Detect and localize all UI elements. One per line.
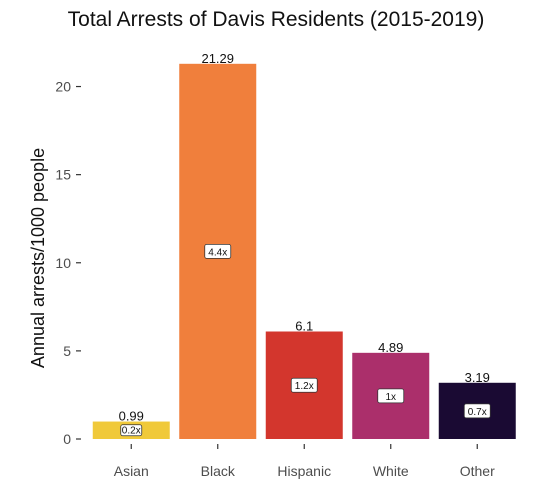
ratio-label-white: 1x	[385, 392, 396, 403]
y-tick-label: 0	[63, 431, 71, 447]
ratio-box-other	[463, 403, 491, 419]
ratio-box-hispanic	[290, 377, 318, 393]
ratio-label-hispanic: 1.2x	[295, 381, 314, 392]
y-tick-label: 20	[55, 79, 71, 95]
y-tick-label: 10	[55, 255, 71, 271]
ratio-label-asian: 0.2x	[122, 425, 141, 436]
value-label-asian: 0.99	[119, 409, 144, 424]
y-axis-label: Annual arrests/1000 people	[28, 148, 48, 368]
x-tick-label-asian: Asian	[114, 463, 149, 479]
y-tick-label: 15	[55, 167, 71, 183]
value-label-hispanic: 6.1	[295, 318, 313, 333]
value-label-black: 21.29	[201, 51, 234, 66]
ratio-box-white	[377, 388, 405, 404]
x-axis: Asian Black Hispanic White Other	[114, 444, 495, 479]
x-tick-label-hispanic: Hispanic	[277, 463, 331, 479]
ratio-box-asian	[120, 424, 143, 437]
ratio-label-black: 4.4x	[208, 247, 227, 258]
x-tick-label-white: White	[373, 463, 409, 479]
y-tick-label: 5	[63, 343, 71, 359]
x-tick-label-black: Black	[201, 463, 236, 479]
chart-title: Total Arrests of Davis Residents (2015-2…	[68, 8, 485, 31]
y-axis: 0 5 10 15 20	[55, 79, 81, 447]
ratio-box-black	[204, 243, 232, 259]
bars: 0.990.2x 21.29 4.4x 6.1 1.2x 4.89 1x 3.19 0.7x	[92, 51, 516, 439]
value-label-white: 4.89	[378, 340, 403, 355]
x-tick-label-other: Other	[460, 463, 495, 479]
ratio-label-other: 0.7x	[468, 407, 487, 418]
value-label-other: 3.19	[465, 370, 490, 385]
